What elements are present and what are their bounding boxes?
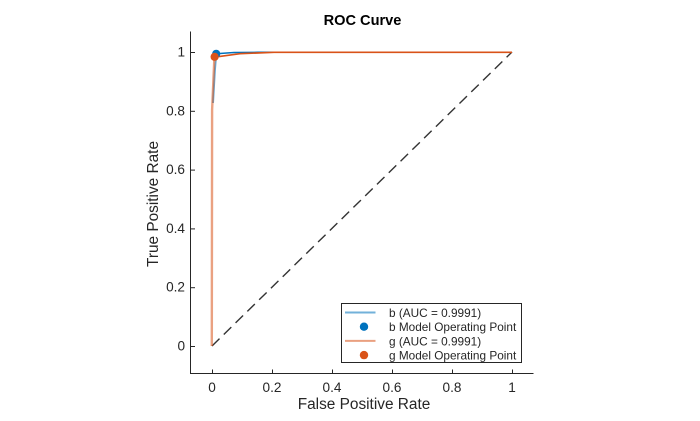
svg-text:b (AUC = 0.9991): b (AUC = 0.9991) (389, 306, 481, 320)
svg-text:False Positive Rate: False Positive Rate (298, 396, 431, 413)
svg-text:ROC Curve: ROC Curve (324, 13, 402, 29)
svg-text:0: 0 (177, 339, 185, 354)
svg-text:0.2: 0.2 (166, 280, 185, 295)
svg-text:True Positive Rate: True Positive Rate (145, 141, 162, 267)
svg-text:g (AUC = 0.9991): g (AUC = 0.9991) (389, 334, 481, 348)
svg-text:0.2: 0.2 (263, 380, 282, 395)
svg-text:g Model Operating Point: g Model Operating Point (389, 349, 517, 363)
svg-text:0.8: 0.8 (166, 103, 185, 118)
svg-text:0.6: 0.6 (383, 380, 402, 395)
svg-text:b Model Operating Point: b Model Operating Point (389, 320, 517, 334)
svg-text:0.6: 0.6 (166, 162, 185, 177)
svg-text:0.4: 0.4 (323, 380, 342, 395)
svg-text:0: 0 (208, 380, 216, 395)
svg-text:1: 1 (508, 380, 516, 395)
svg-text:1: 1 (177, 45, 185, 60)
svg-text:0.8: 0.8 (443, 380, 462, 395)
svg-text:0.4: 0.4 (166, 221, 185, 236)
